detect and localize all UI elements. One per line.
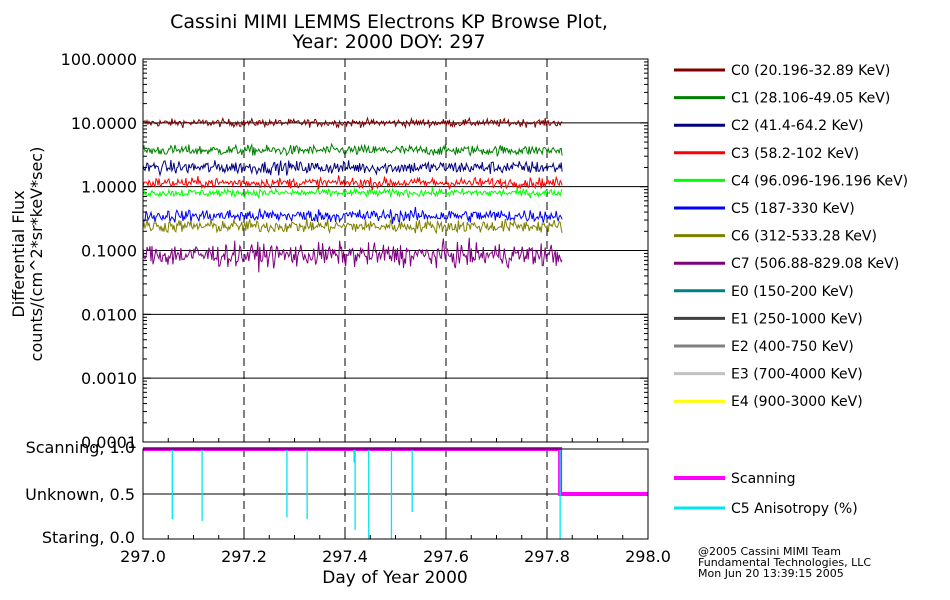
flux-legend-label: E2 (400-750 KeV) bbox=[731, 339, 854, 355]
flux-series-line-3 bbox=[142, 175, 563, 191]
y-axis-label-line1: Differential Flux bbox=[9, 190, 28, 317]
flux-legend-label: E1 (250-1000 KeV) bbox=[731, 311, 863, 327]
footer-timestamp: Mon Jun 20 13:39:15 2005 bbox=[698, 567, 844, 580]
flux-legend-label: C0 (20.196-32.89 KeV) bbox=[731, 63, 890, 79]
chart-title-line2: Year: 2000 DOY: 297 bbox=[291, 31, 485, 53]
chart-title-line1: Cassini MIMI LEMMS Electrons KP Browse P… bbox=[170, 11, 608, 33]
x-axis-ticks: 297.0 297.2 297.4 297.6 297.8 298.0 bbox=[120, 434, 671, 566]
x-axis-tick-label: 297.2 bbox=[221, 547, 267, 566]
flux-panel: 100.0000 10.0000 1.0000 0.1000 0.0100 0.0010 0… bbox=[61, 50, 649, 452]
x-axis-tick-label: 298.0 bbox=[625, 547, 671, 566]
flux-legend-label: C4 (96.096-196.196 KeV) bbox=[731, 173, 908, 189]
footer-company: Fundamental Technologies, LLC bbox=[698, 556, 871, 569]
y-axis-label-line2: counts/(cm^2*sr*keV*sec) bbox=[27, 147, 46, 362]
flux-legend: C0 (20.196-32.89 KeV) C1 (28.106-49.05 Ke… bbox=[674, 63, 908, 410]
x-axis-tick-label: 297.0 bbox=[120, 547, 166, 566]
flux-y-tick-label: 0.0100 bbox=[81, 305, 137, 324]
flux-legend-label: C7 (506.88-829.08 KeV) bbox=[731, 256, 899, 272]
mode-y-tick-label: Scanning, 1.0 bbox=[26, 438, 135, 457]
mode-y-tick-label: Unknown, 0.5 bbox=[25, 485, 135, 504]
flux-y-ticks: 100.0000 10.0000 1.0000 0.1000 0.0100 0.0010 0… bbox=[61, 50, 648, 452]
flux-legend-label: C6 (312-533.28 KeV) bbox=[731, 229, 877, 245]
flux-series-line-6 bbox=[142, 217, 563, 235]
flux-y-tick-label: 1.0000 bbox=[81, 178, 137, 197]
x-axis-label: Day of Year 2000 bbox=[322, 568, 467, 588]
x-axis-tick-label: 297.8 bbox=[524, 547, 570, 566]
mode-legend-label: C5 Anisotropy (%) bbox=[731, 501, 858, 517]
flux-y-tick-label: 10.0000 bbox=[71, 114, 137, 133]
flux-legend-label: C3 (58.2-102 KeV) bbox=[731, 146, 859, 162]
flux-series bbox=[142, 116, 563, 273]
flux-series-line-2 bbox=[142, 160, 563, 177]
mode-y-tick-label: Staring, 0.0 bbox=[42, 528, 135, 547]
mode-panel: Scanning, 1.0 Unknown, 0.5 Staring, 0.0 bbox=[25, 438, 649, 547]
flux-legend-label: E3 (700-4000 KeV) bbox=[731, 367, 863, 383]
flux-y-tick-label: 0.0001 bbox=[81, 433, 137, 452]
mode-y-ticks: Scanning, 1.0 Unknown, 0.5 Staring, 0.0 bbox=[25, 438, 135, 547]
mode-legend-label: Scanning bbox=[731, 471, 796, 487]
flux-y-tick-label: 100.0000 bbox=[61, 50, 137, 69]
flux-legend-label: E4 (900-3000 KeV) bbox=[731, 394, 863, 410]
mode-legend: Scanning C5 Anisotropy (%) bbox=[674, 471, 858, 517]
flux-legend-label: C2 (41.4-64.2 KeV) bbox=[731, 118, 864, 134]
x-axis-tick-label: 297.4 bbox=[322, 547, 368, 566]
flux-y-tick-label: 0.1000 bbox=[81, 242, 137, 261]
flux-legend-label: C1 (28.106-49.05 KeV) bbox=[731, 91, 890, 107]
flux-series-line-4 bbox=[142, 186, 563, 200]
flux-legend-label: E0 (150-200 KeV) bbox=[731, 284, 854, 300]
flux-series-line-0 bbox=[142, 116, 563, 130]
flux-legend-label: C5 (187-330 KeV) bbox=[731, 201, 855, 217]
scanning-line bbox=[143, 447, 648, 496]
flux-series-line-1 bbox=[142, 142, 563, 157]
flux-series-line-7 bbox=[142, 237, 563, 273]
x-axis-tick-label: 297.6 bbox=[423, 547, 469, 566]
footer-copyright: @2005 Cassini MIMI Team bbox=[698, 545, 841, 558]
flux-series-line-5 bbox=[142, 206, 563, 224]
flux-y-tick-label: 0.0010 bbox=[81, 369, 137, 388]
